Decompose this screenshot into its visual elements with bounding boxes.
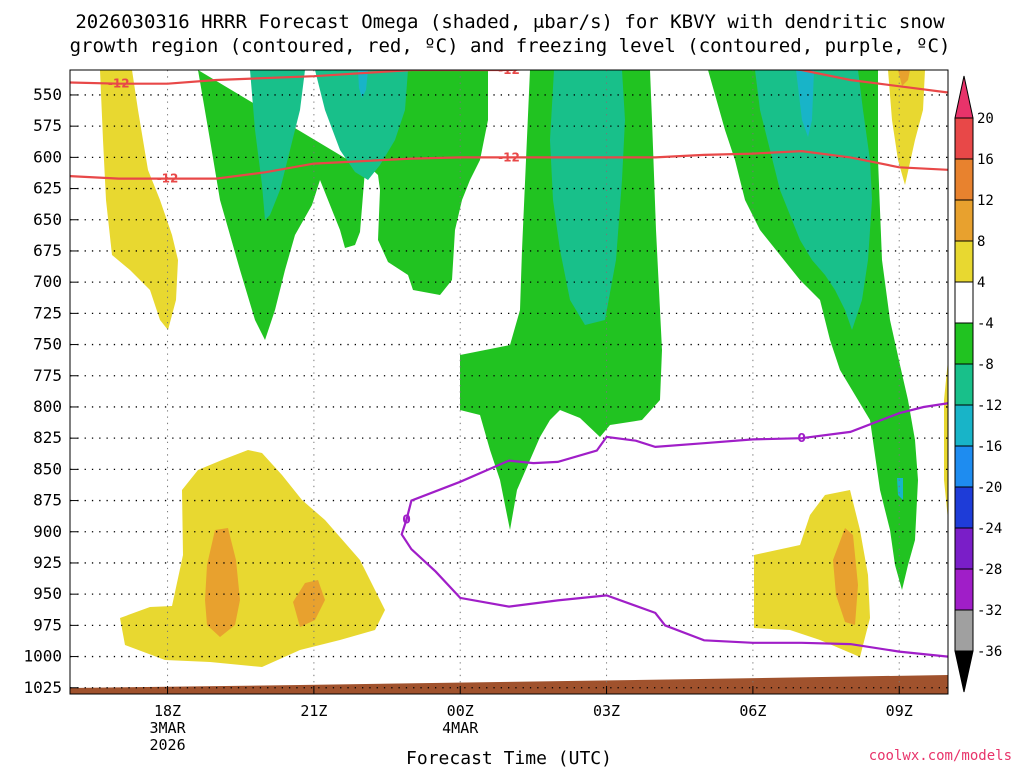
- y-tick-label: 1025: [23, 678, 62, 697]
- colorbar-label: -20: [977, 480, 1002, 496]
- colorbar-bin: [954, 445, 974, 488]
- y-tick-label: 925: [33, 553, 62, 572]
- colorbar-label: -4: [977, 316, 994, 332]
- colorbar-bin: [954, 281, 974, 324]
- x-tick-label: 09Z: [886, 702, 913, 720]
- colorbar-label: 20: [977, 111, 994, 127]
- x-tick-label: 03Z: [593, 702, 620, 720]
- y-tick-label: 975: [33, 615, 62, 634]
- x-tick-label: 3MAR: [149, 719, 186, 737]
- y-tick-label: 600: [33, 147, 62, 166]
- omega-region-ascent-right-inner3: [897, 478, 903, 500]
- y-tick-label: 850: [33, 459, 62, 478]
- x-tick-label: 06Z: [739, 702, 766, 720]
- y-tick-label: 800: [33, 397, 62, 416]
- y-tick-label: 775: [33, 366, 62, 385]
- plot-frame: [69, 69, 949, 695]
- omega-region-descent-top-left: [100, 70, 178, 330]
- x-tick-label: 21Z: [300, 702, 327, 720]
- omega-region-descent-lower-left: [120, 450, 385, 667]
- contour-label: -12: [108, 77, 130, 91]
- chart-title-line2: growth region (contoured, red, ºC) and f…: [70, 35, 951, 57]
- omega-region-descent-lower-left-inner1: [205, 528, 240, 637]
- contour-line: [70, 70, 948, 94]
- colorbar-bin: [954, 527, 974, 570]
- contours: -12 -12 -12 -12 0 0: [70, 63, 948, 658]
- omega-region-ascent-left-inner1: [250, 70, 305, 220]
- credit-text: coolwx.com/models: [869, 748, 1012, 764]
- y-tick-label: 550: [33, 85, 62, 104]
- contour-line: [70, 149, 948, 180]
- colorbar-label: -16: [977, 439, 1002, 455]
- omega-region-ascent-left-inner2: [315, 70, 408, 180]
- contour-label: -12: [157, 172, 179, 186]
- colorbar-label: -32: [977, 603, 1002, 619]
- y-tick-label: 725: [33, 303, 62, 322]
- y-tick-label: 900: [33, 522, 62, 541]
- x-tick-label: 00Z: [447, 702, 474, 720]
- y-tick-label: 700: [33, 272, 62, 291]
- colorbar-label: 12: [977, 193, 994, 209]
- contour-label: 0: [797, 431, 805, 445]
- omega-region-descent-lower-right-inner: [833, 528, 858, 625]
- colorbar-bin: [954, 404, 974, 447]
- omega-region-descent-lower-right: [754, 490, 870, 657]
- grid: [70, 70, 948, 694]
- colorbar-bin: [954, 363, 974, 406]
- omega-region-ascent-right-inner2: [796, 70, 814, 137]
- omega-region-descent-right-edge: [944, 360, 948, 520]
- colorbar-top-arrow: [954, 75, 974, 119]
- plot-area: -12 -12 -12 -12 0 0: [70, 63, 948, 694]
- colorbar-label: -8: [977, 357, 994, 373]
- colorbar-bin: [954, 240, 974, 283]
- omega-region-ascent-right-inner: [755, 70, 872, 330]
- y-tick-label: 650: [33, 210, 62, 229]
- colorbar-bin: [954, 568, 974, 611]
- colorbar-label: 4: [977, 275, 985, 291]
- x-axis-label: Forecast Time (UTC): [406, 748, 612, 768]
- contour-label: -12: [498, 150, 520, 164]
- chart-title-line1: 2026030316 HRRR Forecast Omega (shaded, …: [75, 11, 945, 33]
- colorbar-label: -24: [977, 521, 1002, 537]
- colorbar: 20 16 12 8 4 -4 -8 -12 -16 -20 -24 -28 -32 -36: [954, 75, 1002, 693]
- colorbar-label: -36: [977, 644, 1002, 660]
- colorbar-bin: [954, 199, 974, 242]
- y-tick-label: 675: [33, 241, 62, 260]
- contour-label: -12: [498, 63, 520, 77]
- colorbar-bin: [954, 117, 974, 160]
- contour-label: 0: [402, 512, 410, 526]
- colorbar-bin: [954, 158, 974, 201]
- x-tick-label: 4MAR: [442, 719, 479, 737]
- omega-region-descent-top-right: [888, 70, 925, 185]
- y-axis: 550 575 600 625 650 675 700 725 750 775 800 825 850 8…: [23, 85, 78, 697]
- y-tick-label: 1000: [23, 647, 62, 666]
- colorbar-bin: [954, 322, 974, 365]
- omega-region-descent-top-right-inner: [898, 70, 910, 86]
- y-tick-label: 825: [33, 428, 62, 447]
- omega-region-descent-lower-left-inner2: [293, 580, 325, 627]
- colorbar-bottom-arrow: [954, 650, 974, 693]
- ground: [70, 675, 948, 694]
- y-tick-label: 875: [33, 491, 62, 510]
- colorbar-label: 16: [977, 152, 994, 168]
- colorbar-bin: [954, 609, 974, 652]
- x-tick-label: 2026: [149, 736, 185, 754]
- y-tick-label: 625: [33, 179, 62, 198]
- colorbar-bin: [954, 486, 974, 529]
- colorbar-label: -12: [977, 398, 1002, 414]
- x-tick-label: 18Z: [154, 702, 181, 720]
- omega-region-ascent-left-inner3: [358, 70, 368, 98]
- y-tick-label: 575: [33, 116, 62, 135]
- y-tick-label: 750: [33, 335, 62, 354]
- colorbar-label: 8: [977, 234, 985, 250]
- y-tick-label: 950: [33, 584, 62, 603]
- contour-line: [400, 402, 948, 658]
- colorbar-label: -28: [977, 562, 1002, 578]
